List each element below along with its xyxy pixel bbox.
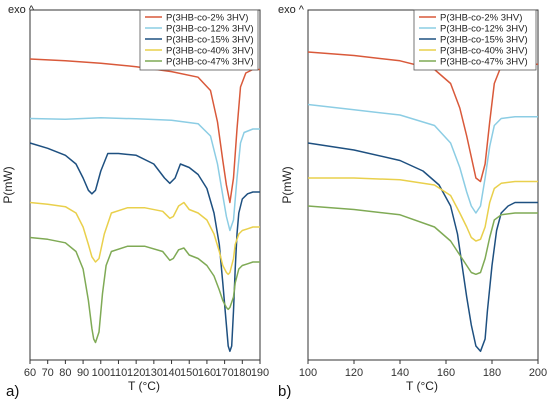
series-line (308, 177, 538, 242)
x-tick-label: 170 (215, 367, 233, 379)
x-tick-label: 180 (483, 367, 501, 379)
legend-label: P(3HB-co-40% 3HV) (440, 46, 528, 57)
x-tick-label: 140 (162, 367, 180, 379)
legend-label: P(3HB-co-47% 3HV) (440, 57, 528, 68)
panel-label: b) (278, 383, 291, 400)
series-line (29, 142, 260, 353)
legend-label: P(3HB-co-12% 3HV) (440, 24, 528, 35)
legend: P(3HB-co-2% 3HV)P(3HB-co-12% 3HV)P(3HB-c… (413, 9, 537, 71)
legend-box (413, 9, 537, 71)
x-axis-label: T (°C) (406, 379, 438, 393)
x-tick-label: 110 (110, 367, 128, 379)
series-line (29, 236, 260, 344)
x-tick-label: 200 (529, 367, 547, 379)
legend-label: P(3HB-co-47% 3HV) (166, 57, 254, 68)
x-tick-label: 100 (299, 367, 317, 379)
x-tick-label: 100 (92, 367, 110, 379)
exo-annotation: exo ^ (278, 4, 305, 16)
y-axis-label: P(mW) (280, 166, 294, 203)
x-tick-label: 80 (59, 367, 71, 379)
x-axis-label: T (°C) (128, 379, 160, 393)
x-tick-label: 120 (127, 367, 145, 379)
y-axis-label: P(mW) (1, 166, 15, 203)
x-tick-label: 160 (437, 367, 455, 379)
x-tick-label: 120 (345, 367, 363, 379)
x-tick-label: 180 (233, 367, 251, 379)
x-tick-label: 130 (145, 367, 163, 379)
legend-box (139, 9, 259, 71)
legend-label: P(3HB-co-2% 3HV) (440, 13, 522, 24)
x-tick-label: 160 (198, 367, 216, 379)
x-tick-label: 150 (180, 367, 198, 379)
legend: P(3HB-co-2% 3HV)P(3HB-co-12% 3HV)P(3HB-c… (139, 9, 259, 71)
series-line (307, 142, 538, 353)
series-line (307, 51, 538, 183)
legend-label: P(3HB-co-15% 3HV) (166, 35, 254, 46)
legend-label: P(3HB-co-40% 3HV) (166, 46, 254, 57)
legend-label: P(3HB-co-2% 3HV) (166, 13, 248, 24)
series-line (307, 205, 538, 276)
panel-b: 100 120 140 160 180 200 T (°C) P(mW) exo ^ b) P(3H… (278, 4, 547, 400)
x-tick-label: 190 (251, 367, 269, 379)
x-tick-label: 140 (391, 367, 409, 379)
series-line (29, 58, 260, 204)
x-tick-label: 60 (24, 367, 36, 379)
exo-annotation: exo ^ (8, 4, 35, 16)
x-tick-label: 90 (77, 367, 89, 379)
x-tick-label: 70 (42, 367, 54, 379)
legend-label: P(3HB-co-12% 3HV) (166, 24, 254, 35)
legend-label: P(3HB-co-15% 3HV) (440, 35, 528, 46)
panel-label: a) (6, 383, 19, 400)
panel-a: 60 70 80 90 100 110 120 130 140 150 160 170 180 190 T … (1, 4, 269, 400)
series-line (307, 103, 538, 214)
series-line (29, 201, 260, 276)
series-line (29, 117, 260, 232)
